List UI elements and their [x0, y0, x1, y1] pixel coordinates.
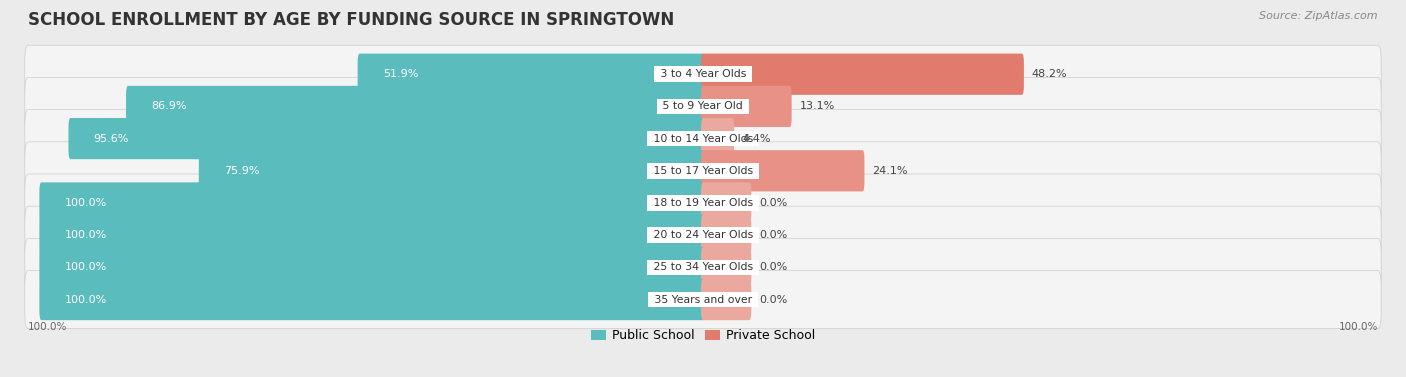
Text: 100.0%: 100.0%	[65, 198, 107, 208]
Text: Source: ZipAtlas.com: Source: ZipAtlas.com	[1260, 11, 1378, 21]
Text: 3 to 4 Year Olds: 3 to 4 Year Olds	[657, 69, 749, 79]
Text: 0.0%: 0.0%	[759, 294, 787, 305]
Text: 15 to 17 Year Olds: 15 to 17 Year Olds	[650, 166, 756, 176]
Text: 0.0%: 0.0%	[759, 230, 787, 240]
FancyBboxPatch shape	[39, 247, 704, 288]
FancyBboxPatch shape	[25, 110, 1381, 167]
Text: 24.1%: 24.1%	[872, 166, 908, 176]
Text: 100.0%: 100.0%	[65, 262, 107, 272]
Text: SCHOOL ENROLLMENT BY AGE BY FUNDING SOURCE IN SPRINGTOWN: SCHOOL ENROLLMENT BY AGE BY FUNDING SOUR…	[28, 11, 675, 29]
Text: 95.6%: 95.6%	[94, 133, 129, 144]
FancyBboxPatch shape	[702, 182, 751, 224]
FancyBboxPatch shape	[25, 174, 1381, 232]
Text: 100.0%: 100.0%	[28, 322, 67, 332]
Text: 0.0%: 0.0%	[759, 262, 787, 272]
Text: 18 to 19 Year Olds: 18 to 19 Year Olds	[650, 198, 756, 208]
FancyBboxPatch shape	[69, 118, 704, 159]
FancyBboxPatch shape	[25, 206, 1381, 264]
Text: 100.0%: 100.0%	[65, 294, 107, 305]
Text: 35 Years and over: 35 Years and over	[651, 294, 755, 305]
FancyBboxPatch shape	[39, 279, 704, 320]
Text: 25 to 34 Year Olds: 25 to 34 Year Olds	[650, 262, 756, 272]
FancyBboxPatch shape	[25, 238, 1381, 296]
FancyBboxPatch shape	[702, 215, 751, 256]
Text: 0.0%: 0.0%	[759, 198, 787, 208]
Text: 100.0%: 100.0%	[1339, 322, 1378, 332]
Text: 4.4%: 4.4%	[742, 133, 770, 144]
Text: 5 to 9 Year Old: 5 to 9 Year Old	[659, 101, 747, 112]
FancyBboxPatch shape	[702, 86, 792, 127]
FancyBboxPatch shape	[25, 77, 1381, 135]
Text: 20 to 24 Year Olds: 20 to 24 Year Olds	[650, 230, 756, 240]
Text: 10 to 14 Year Olds: 10 to 14 Year Olds	[650, 133, 756, 144]
FancyBboxPatch shape	[25, 45, 1381, 103]
Text: 75.9%: 75.9%	[224, 166, 260, 176]
FancyBboxPatch shape	[702, 247, 751, 288]
Text: 13.1%: 13.1%	[800, 101, 835, 112]
FancyBboxPatch shape	[702, 150, 865, 192]
FancyBboxPatch shape	[702, 279, 751, 320]
FancyBboxPatch shape	[702, 118, 734, 159]
FancyBboxPatch shape	[357, 54, 704, 95]
FancyBboxPatch shape	[25, 142, 1381, 200]
Text: 51.9%: 51.9%	[382, 69, 418, 79]
Text: 48.2%: 48.2%	[1032, 69, 1067, 79]
FancyBboxPatch shape	[39, 215, 704, 256]
FancyBboxPatch shape	[127, 86, 704, 127]
Legend: Public School, Private School: Public School, Private School	[585, 323, 821, 348]
FancyBboxPatch shape	[39, 182, 704, 224]
Text: 100.0%: 100.0%	[65, 230, 107, 240]
FancyBboxPatch shape	[702, 54, 1024, 95]
Text: 86.9%: 86.9%	[152, 101, 187, 112]
FancyBboxPatch shape	[198, 150, 704, 192]
FancyBboxPatch shape	[25, 271, 1381, 328]
